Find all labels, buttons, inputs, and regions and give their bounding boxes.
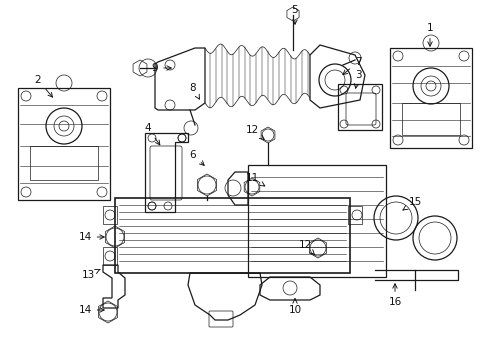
Text: 13: 13 [81,269,100,280]
Text: 14: 14 [78,305,104,315]
Text: 3: 3 [353,70,361,88]
Text: 15: 15 [402,197,421,210]
Text: 7: 7 [342,57,361,75]
Text: 12: 12 [298,240,314,255]
Text: 9: 9 [151,63,171,73]
Text: 14: 14 [78,232,104,242]
Text: 2: 2 [35,75,52,97]
Text: 6: 6 [189,150,204,166]
Text: 1: 1 [426,23,432,46]
Text: 8: 8 [189,83,199,99]
Text: 4: 4 [144,123,160,145]
Text: 5: 5 [291,5,298,24]
Text: 16: 16 [387,284,401,307]
Text: 12: 12 [245,125,264,139]
Text: 10: 10 [288,299,301,315]
Text: 11: 11 [245,173,264,186]
